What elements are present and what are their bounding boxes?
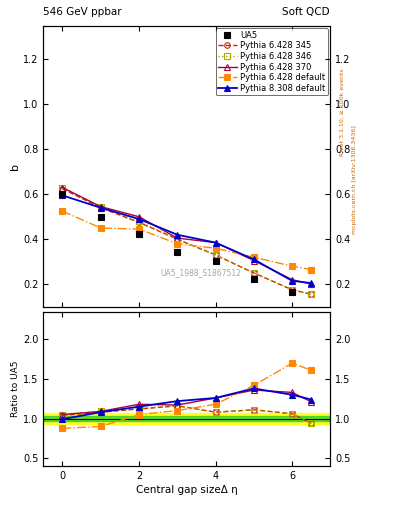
Pythia 6.428 346 xyxy=(309,291,314,297)
Pythia 8.308 default xyxy=(309,280,314,286)
Pythia 6.428 346 xyxy=(252,270,256,276)
Line: Pythia 8.308 default: Pythia 8.308 default xyxy=(60,193,314,286)
Pythia 6.428 345 xyxy=(309,291,314,297)
Pythia 6.428 345 xyxy=(98,205,103,211)
Line: Pythia 6.428 345: Pythia 6.428 345 xyxy=(60,186,314,297)
Pythia 6.428 370 xyxy=(60,184,65,190)
UA5 xyxy=(252,275,256,282)
Line: Pythia 6.428 346: Pythia 6.428 346 xyxy=(60,185,314,297)
Pythia 6.428 345 xyxy=(213,252,218,258)
Pythia 6.428 370 xyxy=(137,214,141,220)
UA5 xyxy=(290,289,295,295)
Pythia 8.308 default xyxy=(290,278,295,284)
Pythia 8.308 default xyxy=(60,193,65,199)
Pythia 6.428 370 xyxy=(213,240,218,246)
Text: mcplots.cern.ch [arXiv:1306.3436]: mcplots.cern.ch [arXiv:1306.3436] xyxy=(352,125,357,233)
Pythia 6.428 346 xyxy=(290,287,295,293)
Y-axis label: b: b xyxy=(10,163,20,169)
Y-axis label: Ratio to UA5: Ratio to UA5 xyxy=(11,360,20,417)
Pythia 6.428 345 xyxy=(137,219,141,225)
UA5 xyxy=(175,248,180,254)
UA5 xyxy=(137,230,141,237)
Pythia 6.428 370 xyxy=(175,235,180,241)
Pythia 6.428 default xyxy=(252,254,256,260)
Pythia 6.428 346 xyxy=(213,252,218,258)
Text: 546 GeV ppbar: 546 GeV ppbar xyxy=(43,7,122,17)
Pythia 6.428 345 xyxy=(60,185,65,191)
Pythia 6.428 346 xyxy=(60,184,65,190)
Text: UA5_1988_S1867512: UA5_1988_S1867512 xyxy=(161,268,241,278)
Pythia 6.428 default xyxy=(213,245,218,251)
Pythia 6.428 346 xyxy=(98,204,103,210)
Pythia 6.428 370 xyxy=(98,204,103,210)
Pythia 8.308 default xyxy=(175,231,180,238)
UA5 xyxy=(60,191,65,197)
Pythia 6.428 345 xyxy=(175,236,180,242)
Pythia 6.428 370 xyxy=(290,276,295,283)
Line: Pythia 6.428 370: Pythia 6.428 370 xyxy=(60,185,314,287)
Pythia 8.308 default xyxy=(137,216,141,222)
Legend: UA5, Pythia 6.428 345, Pythia 6.428 346, Pythia 6.428 370, Pythia 6.428 default,: UA5, Pythia 6.428 345, Pythia 6.428 346,… xyxy=(216,28,328,95)
X-axis label: Central gap sizeΔ η: Central gap sizeΔ η xyxy=(136,485,237,495)
Pythia 6.428 370 xyxy=(252,258,256,264)
Pythia 6.428 346 xyxy=(175,236,180,242)
Text: Rivet 3.1.10, ≥ 100k events: Rivet 3.1.10, ≥ 100k events xyxy=(340,69,345,157)
Pythia 6.428 default xyxy=(290,263,295,269)
Pythia 8.308 default xyxy=(252,257,256,263)
Pythia 6.428 default xyxy=(309,267,314,273)
Text: Soft QCD: Soft QCD xyxy=(283,7,330,17)
Pythia 6.428 default xyxy=(60,208,65,214)
Pythia 6.428 346 xyxy=(137,218,141,224)
Pythia 6.428 default xyxy=(98,225,103,231)
Pythia 8.308 default xyxy=(213,240,218,246)
UA5 xyxy=(98,214,103,220)
Pythia 6.428 default xyxy=(137,226,141,232)
Pythia 6.428 default xyxy=(175,241,180,247)
Pythia 6.428 370 xyxy=(309,281,314,287)
Pythia 6.428 345 xyxy=(252,270,256,276)
Line: UA5: UA5 xyxy=(60,191,295,295)
Pythia 6.428 345 xyxy=(290,287,295,293)
Pythia 8.308 default xyxy=(98,205,103,211)
UA5 xyxy=(213,258,218,264)
Line: Pythia 6.428 default: Pythia 6.428 default xyxy=(60,208,314,272)
